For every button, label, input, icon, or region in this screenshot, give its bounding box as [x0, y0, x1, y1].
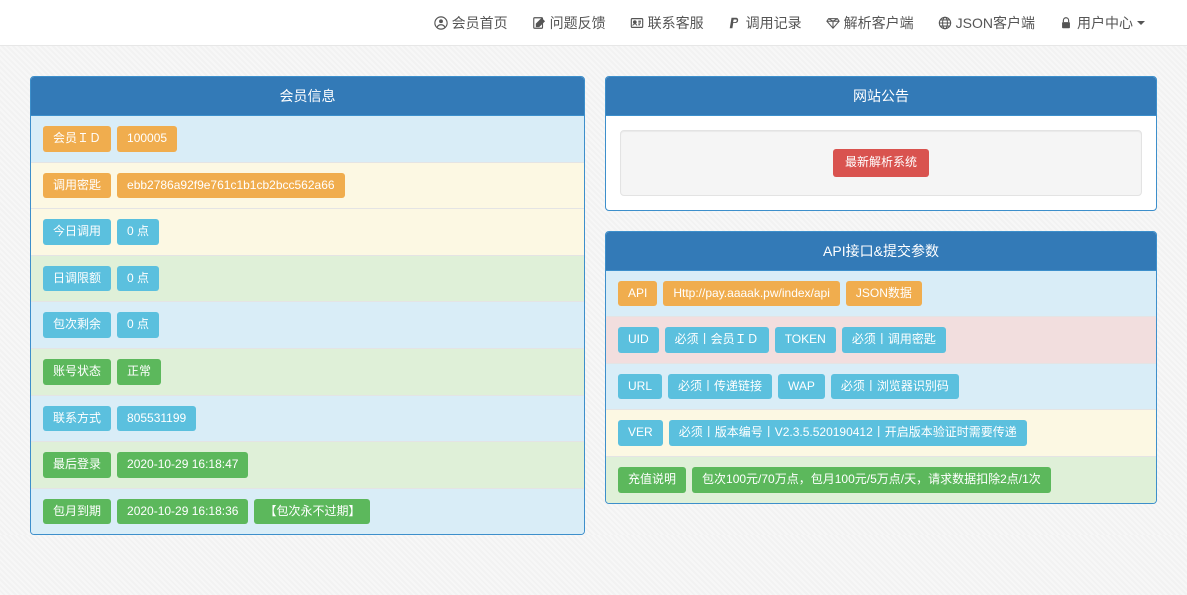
caret-down-icon [1137, 21, 1145, 25]
url-req: 必须丨传递链接 [668, 374, 772, 400]
member-info-heading: 会员信息 [31, 77, 584, 116]
member-info-column: 会员信息 会员ＩＤ 100005 调用密匙 ebb2786a92f9e761c1… [30, 76, 585, 535]
nav-home[interactable]: 会员首页 [422, 0, 520, 45]
nav-json-client[interactable]: JSON客户端 [926, 0, 1047, 45]
nav-log-label: 调用记录 [746, 13, 802, 33]
member-id-label: 会员ＩＤ [43, 126, 111, 152]
nav-log[interactable]: 调用记录 [716, 0, 814, 45]
lock-icon [1059, 16, 1073, 30]
nav-client-label: 解析客户端 [844, 13, 914, 33]
api-body: API Http://pay.aaaak.pw/index/api JSON数据… [606, 271, 1156, 503]
user-circle-icon [434, 16, 448, 30]
contact-label: 联系方式 [43, 406, 111, 432]
member-key-value: ebb2786a92f9e761c1b1cb2bcc562a66 [117, 173, 345, 199]
contact-value: 805531199 [117, 406, 196, 432]
globe-icon [938, 16, 952, 30]
nav-contact[interactable]: 联系客服 [618, 0, 716, 45]
notice-button[interactable]: 最新解析系统 [833, 149, 929, 177]
diamond-icon [826, 16, 840, 30]
contact-row: 联系方式 805531199 [31, 395, 584, 442]
address-card-icon [630, 16, 644, 30]
api-panel: API接口&提交参数 API Http://pay.aaaak.pw/index… [605, 231, 1157, 504]
nav-feedback[interactable]: 问题反馈 [520, 0, 618, 45]
api-label: API [618, 281, 657, 307]
paypal-icon [728, 16, 742, 30]
nav-home-label: 会员首页 [452, 13, 508, 33]
quota-row: 日调限额 0 点 [31, 255, 584, 302]
nav-feedback-label: 问题反馈 [550, 13, 606, 33]
member-key-row: 调用密匙 ebb2786a92f9e761c1b1cb2bcc562a66 [31, 162, 584, 209]
nav-contact-label: 联系客服 [648, 13, 704, 33]
lastlogin-row: 最后登录 2020-10-29 16:18:47 [31, 441, 584, 488]
expire-label: 包月到期 [43, 499, 111, 525]
status-label: 账号状态 [43, 359, 111, 385]
member-id-value: 100005 [117, 126, 177, 152]
main-container: 会员信息 会员ＩＤ 100005 调用密匙 ebb2786a92f9e761c1… [0, 46, 1187, 535]
nav-user-center[interactable]: 用户中心 [1047, 0, 1157, 45]
edit-icon [532, 16, 546, 30]
api-url: Http://pay.aaaak.pw/index/api [663, 281, 840, 307]
pay-row: 充值说明 包次100元/70万点，包月100元/5万点/天，请求数据扣除2点/1… [606, 456, 1156, 503]
wap-req: 必须丨浏览器识别码 [831, 374, 959, 400]
url-label: URL [618, 374, 662, 400]
lastlogin-value: 2020-10-29 16:18:47 [117, 452, 248, 478]
today-call-value: 0 点 [117, 219, 159, 245]
remain-label: 包次剩余 [43, 312, 111, 338]
today-call-label: 今日调用 [43, 219, 111, 245]
uid-label: UID [618, 327, 659, 353]
url-row: URL 必须丨传递链接 WAP 必须丨浏览器识别码 [606, 363, 1156, 410]
nav-client[interactable]: 解析客户端 [814, 0, 926, 45]
ver-label: VER [618, 420, 663, 446]
token-label: TOKEN [775, 327, 836, 353]
pay-req: 包次100元/70万点，包月100元/5万点/天，请求数据扣除2点/1次 [692, 467, 1051, 493]
api-json[interactable]: JSON数据 [846, 281, 922, 307]
expire-row: 包月到期 2020-10-29 16:18:36 【包次永不过期】 [31, 488, 584, 535]
nav-user-center-label: 用户中心 [1077, 13, 1133, 33]
status-value: 正常 [117, 359, 161, 385]
pay-label: 充值说明 [618, 467, 686, 493]
ver-req: 必须丨版本编号丨V2.3.5.520190412丨开启版本验证时需要传递 [669, 420, 1027, 446]
lastlogin-label: 最后登录 [43, 452, 111, 478]
remain-row: 包次剩余 0 点 [31, 301, 584, 348]
remain-value: 0 点 [117, 312, 159, 338]
uid-req: 必须丨会员ＩＤ [665, 327, 769, 353]
nav-json-client-label: JSON客户端 [956, 13, 1035, 33]
notice-panel: 网站公告 最新解析系统 [605, 76, 1157, 211]
notice-heading: 网站公告 [606, 77, 1156, 116]
navbar: 会员首页 问题反馈 联系客服 调用记录 解析客户端 JSON客户端 用户中心 [0, 0, 1187, 46]
member-info-body: 会员ＩＤ 100005 调用密匙 ebb2786a92f9e761c1b1cb2… [31, 116, 584, 534]
notice-well: 最新解析系统 [620, 130, 1142, 196]
status-row: 账号状态 正常 [31, 348, 584, 395]
expire-value: 2020-10-29 16:18:36 [117, 499, 248, 525]
member-key-label: 调用密匙 [43, 173, 111, 199]
right-column: 网站公告 最新解析系统 API接口&提交参数 API Http://pay.aa… [605, 76, 1157, 504]
today-call-row: 今日调用 0 点 [31, 208, 584, 255]
api-row: API Http://pay.aaaak.pw/index/api JSON数据 [606, 271, 1156, 317]
token-req: 必须丨调用密匙 [842, 327, 946, 353]
api-heading: API接口&提交参数 [606, 232, 1156, 271]
quota-label: 日调限额 [43, 266, 111, 292]
wap-label: WAP [778, 374, 825, 400]
expire-extra: 【包次永不过期】 [254, 499, 370, 525]
member-id-row: 会员ＩＤ 100005 [31, 116, 584, 162]
uid-row: UID 必须丨会员ＩＤ TOKEN 必须丨调用密匙 [606, 316, 1156, 363]
quota-value: 0 点 [117, 266, 159, 292]
member-info-panel: 会员信息 会员ＩＤ 100005 调用密匙 ebb2786a92f9e761c1… [30, 76, 585, 535]
ver-row: VER 必须丨版本编号丨V2.3.5.520190412丨开启版本验证时需要传递 [606, 409, 1156, 456]
